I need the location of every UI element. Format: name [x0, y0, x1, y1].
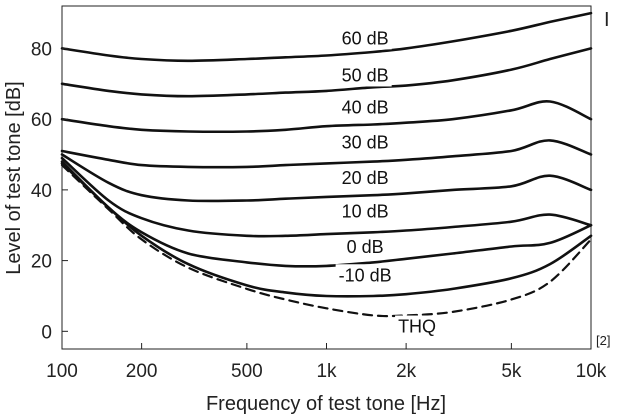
- curve-label-bg-30-db: [338, 131, 392, 154]
- x-axis: 100 200 500 1k 2k 5k 10k: [46, 343, 607, 382]
- corner-label-top-right: I: [604, 9, 610, 31]
- plot-area-frame: [61, 5, 592, 350]
- curve-label-0-db: 0 dB: [347, 237, 384, 257]
- y-tick-label: 80: [31, 39, 52, 60]
- curve-50-db: [60, 47, 593, 98]
- curve-label-bg-10-db: [335, 264, 395, 287]
- curve-label-30-db: 30 dB: [342, 133, 389, 153]
- y-tick-label: 40: [31, 181, 52, 202]
- curve-40-db: [60, 100, 593, 134]
- curve-label-40-db: 40 dB: [342, 97, 389, 117]
- curve-label-10-db: 10 dB: [342, 202, 389, 222]
- curve-10-db: [60, 156, 593, 238]
- x-axis-title: Frequency of test tone [Hz]: [206, 393, 446, 415]
- curve-label-bg-40-db: [338, 96, 392, 119]
- curve-60-db: [60, 11, 593, 63]
- curve-20-db: [60, 153, 593, 203]
- curve-label-10-db: -10 dB: [339, 265, 392, 285]
- x-tick-label: 10k: [576, 361, 607, 382]
- curve-thq: [60, 164, 593, 318]
- x-tick-label: 2k: [396, 361, 417, 382]
- corner-label-bottom-right: [2]: [596, 333, 610, 348]
- x-tick-label: 100: [46, 361, 78, 382]
- y-axis-title: Level of test tone [dB]: [3, 81, 25, 274]
- curve-10-db: [60, 162, 593, 298]
- curve-label-bg-50-db: [338, 64, 392, 87]
- curve-label-bg-thq: [395, 315, 440, 338]
- curve-label-thq: THQ: [398, 317, 436, 337]
- x-tick-label: 200: [126, 361, 158, 382]
- y-tick-label: 20: [31, 252, 52, 273]
- x-tick-label: 500: [231, 361, 263, 382]
- curve-label-bg-20-db: [338, 167, 392, 190]
- curve-label-60-db: 60 dB: [342, 28, 389, 48]
- y-axis: 0 20 40 60 80: [31, 39, 68, 343]
- curve-label-bg-60-db: [338, 27, 392, 50]
- y-tick-label: 0: [41, 322, 52, 343]
- curve-0-db: [60, 160, 593, 268]
- curve-30-db: [60, 139, 593, 169]
- curve-label-bg-10-db: [338, 200, 392, 223]
- curve-labels-layer: 60 dB 50 dB 40 dB 30 dB 20 dB 10 dB 0 dB -10 dB…: [335, 27, 440, 338]
- curve-label-20-db: 20 dB: [342, 168, 389, 188]
- x-tick-label: 5k: [501, 361, 522, 382]
- curve-label-50-db: 50 dB: [342, 65, 389, 85]
- y-tick-label: 60: [31, 110, 52, 131]
- x-tick-label: 1k: [316, 361, 337, 382]
- curves-layer: [60, 11, 593, 318]
- curve-label-bg-0-db: [343, 235, 387, 258]
